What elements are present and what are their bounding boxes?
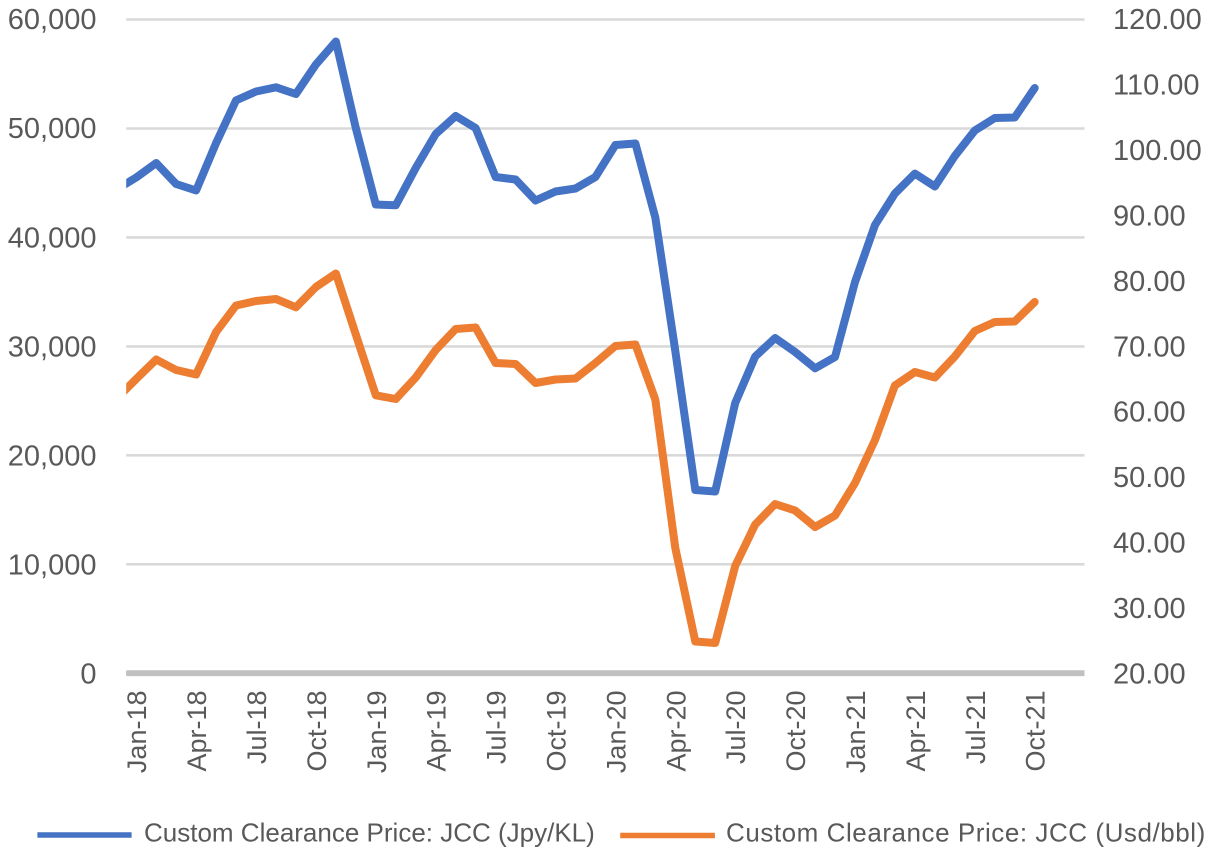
svg-text:Oct-20: Oct-20: [781, 691, 811, 772]
svg-text:Jan-18: Jan-18: [122, 691, 152, 774]
svg-text:Jul-18: Jul-18: [242, 691, 272, 765]
svg-text:80.00: 80.00: [1113, 266, 1186, 298]
svg-text:Jul-19: Jul-19: [482, 691, 512, 765]
svg-text:Oct-21: Oct-21: [1021, 691, 1051, 772]
svg-text:50.00: 50.00: [1113, 462, 1186, 494]
svg-text:Jan-19: Jan-19: [362, 691, 392, 774]
svg-text:60.00: 60.00: [1113, 397, 1186, 429]
svg-text:20.00: 20.00: [1113, 658, 1186, 690]
svg-text:20,000: 20,000: [8, 440, 97, 472]
svg-text:60,000: 60,000: [8, 4, 97, 36]
svg-text:Apr-18: Apr-18: [182, 691, 212, 772]
svg-text:Jan-21: Jan-21: [841, 691, 871, 774]
svg-text:Custom Clearance Price: JCC (J: Custom Clearance Price: JCC (Jpy/KL): [144, 818, 595, 848]
svg-text:Jul-21: Jul-21: [961, 691, 991, 765]
svg-text:50,000: 50,000: [8, 113, 97, 145]
svg-text:Oct-19: Oct-19: [542, 691, 572, 772]
svg-text:30,000: 30,000: [8, 331, 97, 363]
svg-text:Apr-20: Apr-20: [661, 691, 691, 772]
svg-text:Apr-19: Apr-19: [422, 691, 452, 772]
svg-text:0: 0: [80, 658, 96, 690]
svg-text:Jul-20: Jul-20: [721, 691, 751, 765]
svg-text:Oct-18: Oct-18: [302, 691, 332, 772]
svg-text:Jan-20: Jan-20: [601, 691, 631, 774]
svg-text:10,000: 10,000: [8, 549, 97, 581]
svg-text:Custom Clearance Price: JCC (U: Custom Clearance Price: JCC (Usd/bbl): [726, 818, 1206, 848]
svg-text:120.00: 120.00: [1113, 4, 1202, 36]
svg-text:Apr-21: Apr-21: [901, 691, 931, 772]
svg-text:40.00: 40.00: [1113, 528, 1186, 560]
svg-text:40,000: 40,000: [8, 222, 97, 254]
svg-text:70.00: 70.00: [1113, 331, 1186, 363]
svg-text:100.00: 100.00: [1113, 135, 1202, 167]
svg-text:90.00: 90.00: [1113, 201, 1186, 233]
svg-text:30.00: 30.00: [1113, 593, 1186, 625]
svg-text:110.00: 110.00: [1113, 70, 1200, 102]
